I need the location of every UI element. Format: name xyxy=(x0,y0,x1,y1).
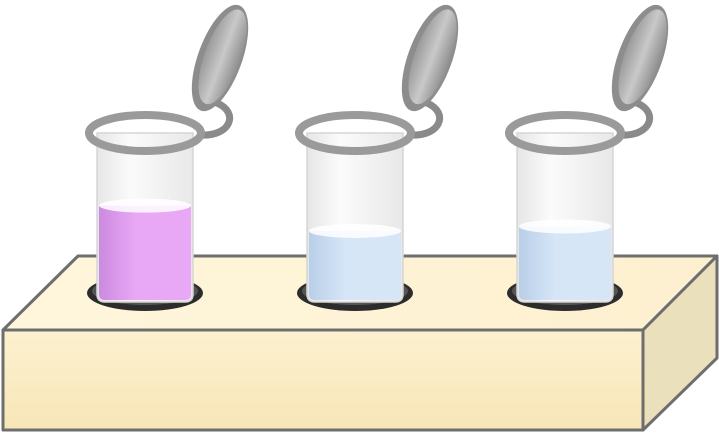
tube-rim xyxy=(295,111,415,155)
tube-liquid xyxy=(99,205,191,300)
lid-hinge xyxy=(196,99,234,139)
tubes xyxy=(85,0,680,311)
liquid-surface xyxy=(519,219,611,234)
tube-lid xyxy=(401,4,459,112)
lid-hinge xyxy=(616,99,654,139)
test-tube-2[interactable] xyxy=(295,0,470,311)
tube-lid xyxy=(191,4,249,112)
tube-rim xyxy=(505,111,625,155)
liquid-surface xyxy=(99,198,191,213)
rack-front-face xyxy=(1,328,645,432)
tube-liquid xyxy=(519,226,611,300)
tube-rim xyxy=(85,111,205,155)
test-tube-1[interactable] xyxy=(85,0,260,311)
tube-liquid xyxy=(309,230,401,300)
tube-lid xyxy=(611,4,669,112)
liquid-surface xyxy=(309,223,401,238)
lid-hinge xyxy=(406,99,444,139)
test-tube-3[interactable] xyxy=(505,0,680,311)
